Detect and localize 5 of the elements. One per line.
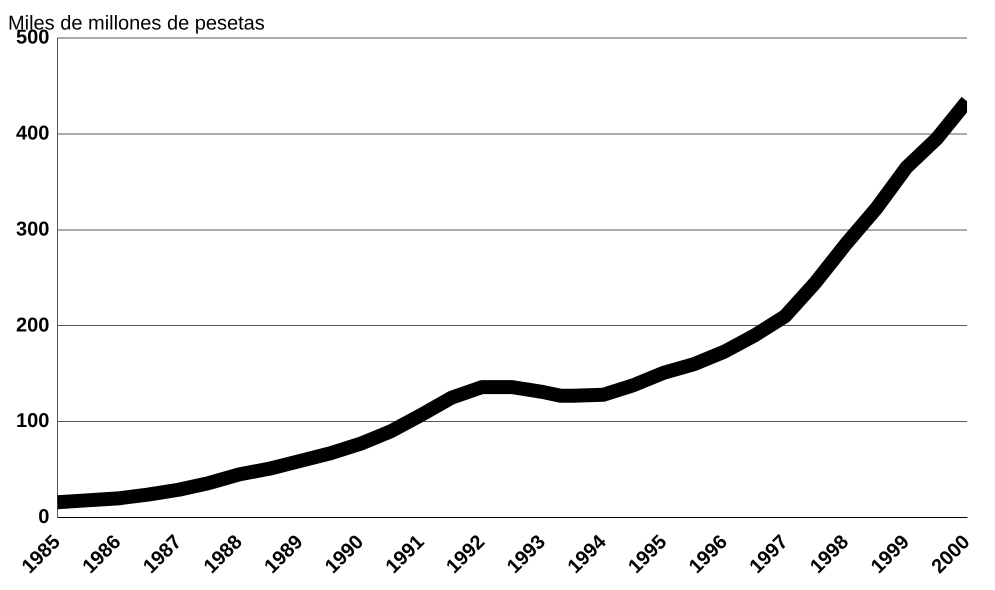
- y-tick-label: 300: [16, 218, 50, 240]
- y-tick-label: 100: [16, 410, 50, 432]
- y-tick-label: 400: [16, 122, 50, 144]
- y-tick-label: 0: [38, 506, 50, 528]
- y-tick-label: 200: [16, 314, 50, 336]
